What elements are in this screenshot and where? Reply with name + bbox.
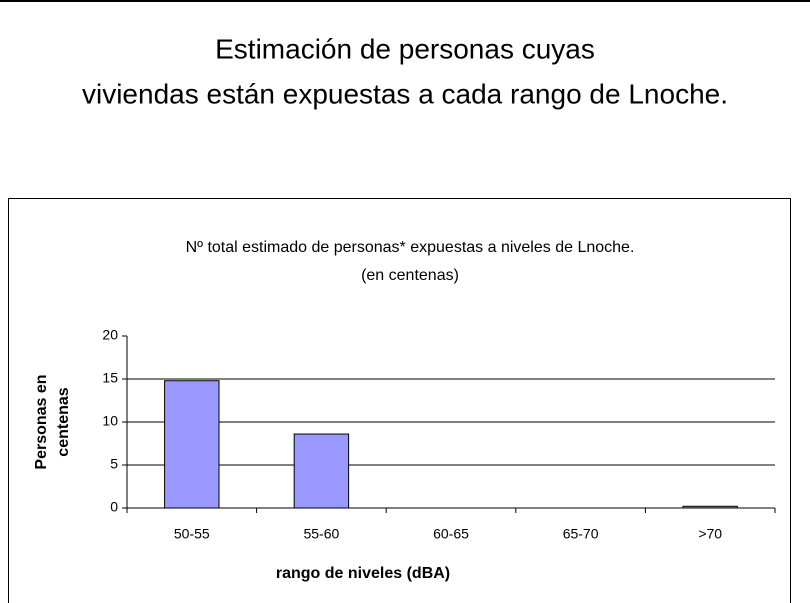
slide-title: Estimación de personas cuyas [215, 33, 595, 64]
y-tick-label: 10 [102, 413, 118, 429]
bar [682, 505, 738, 509]
y-tick-label: 15 [102, 370, 118, 386]
y-axis-label: Personas en [33, 374, 50, 469]
x-tick-label: 60-65 [433, 526, 469, 542]
bar [164, 380, 220, 509]
y-tick-label: 20 [102, 327, 118, 343]
x-axis-label: rango de niveles (dBA) [276, 565, 450, 582]
y-tick-label: 5 [110, 456, 118, 472]
x-tick-label: 65-70 [563, 526, 599, 542]
x-tick-label: >70 [698, 526, 722, 542]
y-tick-label: 0 [110, 499, 118, 515]
slide-title: viviendas están expuestas a cada rango d… [82, 78, 728, 109]
bar [293, 433, 350, 509]
x-tick-label: 50-55 [174, 526, 210, 542]
chart-title: (en centenas) [361, 267, 459, 284]
x-tick-label: 55-60 [303, 526, 339, 542]
chart-title: Nº total estimado de personas* expuestas… [186, 239, 635, 256]
y-axis-label: centenas [55, 387, 72, 456]
chart-frame [8, 198, 791, 603]
